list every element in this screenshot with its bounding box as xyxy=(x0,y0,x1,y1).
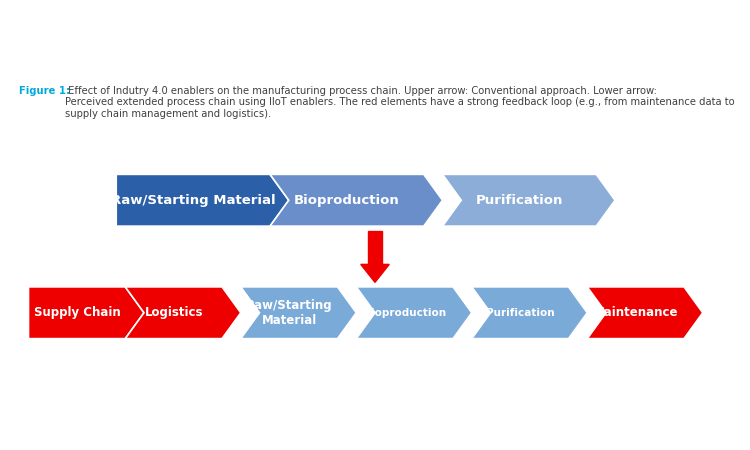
Polygon shape xyxy=(356,287,472,338)
Text: Effect of Indutry 4.0 enablers on the manufacturing process chain. Upper arrow: : Effect of Indutry 4.0 enablers on the ma… xyxy=(65,86,735,119)
Text: Raw/Starting
Material: Raw/Starting Material xyxy=(246,299,332,327)
Text: Logistics: Logistics xyxy=(144,306,202,319)
Text: Bioproduction: Bioproduction xyxy=(363,308,446,318)
Text: Figure 1:: Figure 1: xyxy=(19,86,70,95)
Text: Supply Chain: Supply Chain xyxy=(34,306,120,319)
Text: Purification: Purification xyxy=(486,308,554,318)
Polygon shape xyxy=(442,174,615,226)
Text: Purification: Purification xyxy=(476,194,563,207)
Polygon shape xyxy=(125,287,241,338)
Polygon shape xyxy=(116,174,289,226)
Polygon shape xyxy=(28,287,144,338)
Polygon shape xyxy=(270,174,442,226)
Polygon shape xyxy=(241,287,356,338)
Text: Maintenance: Maintenance xyxy=(592,306,678,319)
Polygon shape xyxy=(587,287,703,338)
Polygon shape xyxy=(472,287,587,338)
Text: Bioproduction: Bioproduction xyxy=(294,194,400,207)
Polygon shape xyxy=(368,230,382,265)
Polygon shape xyxy=(361,265,389,283)
Text: Raw/Starting Material: Raw/Starting Material xyxy=(111,194,275,207)
